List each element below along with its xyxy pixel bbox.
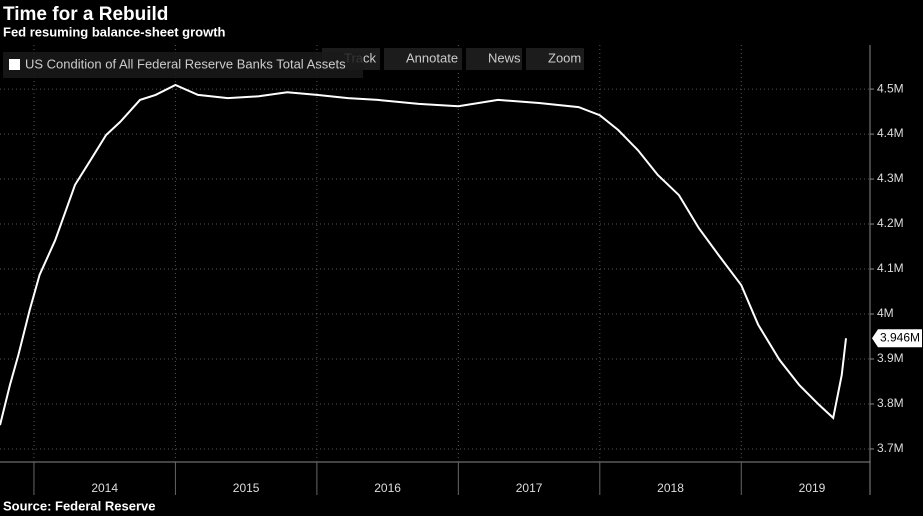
- toolbar-label[interactable]: Zoom: [548, 50, 581, 65]
- x-tick-label: 2019: [799, 481, 826, 495]
- legend-label: US Condition of All Federal Reserve Bank…: [25, 56, 346, 71]
- legend-swatch: [9, 59, 20, 70]
- toolbar-label[interactable]: Annotate: [406, 50, 458, 65]
- y-tick-label: 3.9M: [877, 351, 904, 365]
- chart-subtitle: Fed resuming balance-sheet growth: [3, 24, 226, 39]
- y-tick-label: 3.8M: [877, 396, 904, 410]
- y-tick-label: 4.4M: [877, 126, 904, 140]
- chart-title: Time for a Rebuild: [3, 4, 168, 25]
- x-tick-label: 2014: [91, 481, 118, 495]
- y-tick-label: 4.1M: [877, 261, 904, 275]
- y-tick-label: 3.7M: [877, 441, 904, 455]
- source: Source: Federal Reserve: [3, 498, 155, 513]
- toolbar-button[interactable]: [384, 48, 462, 70]
- y-tick-label: 4.3M: [877, 171, 904, 185]
- value-label: 3.946M: [880, 330, 920, 344]
- x-tick-label: 2018: [657, 481, 684, 495]
- x-tick-label: 2016: [374, 481, 401, 495]
- y-tick-label: 4.2M: [877, 216, 904, 230]
- y-tick-label: 4M: [877, 306, 894, 320]
- data-line: [0, 83, 847, 426]
- value-label-box: [872, 329, 922, 348]
- legend-box: [3, 52, 363, 78]
- x-tick-label: 2017: [516, 481, 543, 495]
- toolbar-button[interactable]: [526, 48, 584, 70]
- x-tick-label: 2015: [233, 481, 260, 495]
- toolbar-button[interactable]: [466, 48, 522, 70]
- y-tick-label: 4.5M: [877, 81, 904, 95]
- toolbar-label[interactable]: News: [488, 50, 521, 65]
